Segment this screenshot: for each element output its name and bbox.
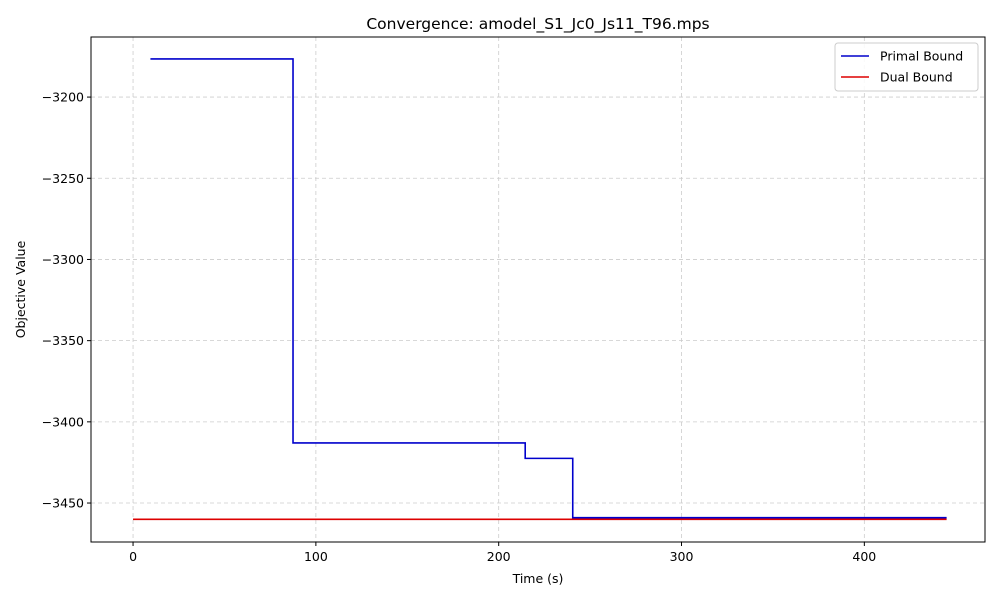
legend: Primal Bound Dual Bound xyxy=(834,42,979,92)
chart-title: Convergence: amodel_S1_Jc0_Js11_T96.mps xyxy=(366,15,709,34)
y-tick-label: −3450 xyxy=(42,496,84,511)
series-layer xyxy=(133,58,947,521)
x-tick-label: 400 xyxy=(852,549,876,564)
y-tick-label: −3400 xyxy=(42,414,84,429)
y-tick-label: −3300 xyxy=(42,252,84,267)
y-tick-label: −3250 xyxy=(42,171,84,186)
x-axis-label: Time (s) xyxy=(512,571,564,586)
legend-box xyxy=(834,42,979,92)
y-axis-label: Objective Value xyxy=(13,240,28,338)
x-tick-label: 100 xyxy=(304,549,328,564)
series-line-primal-bound xyxy=(150,58,947,519)
grid-lines xyxy=(91,37,985,542)
legend-label: Primal Bound xyxy=(880,49,963,64)
x-tick-label: 300 xyxy=(670,549,694,564)
plot-frame xyxy=(90,36,986,543)
y-tick-label: −3200 xyxy=(42,90,84,105)
y-tick-label: −3350 xyxy=(42,333,84,348)
x-tick-label: 200 xyxy=(487,549,511,564)
x-axis: 0 100 200 300 400 xyxy=(129,542,876,564)
legend-label: Dual Bound xyxy=(880,70,953,85)
y-axis: −3200 −3250 −3300 −3350 −3400 −3450 xyxy=(42,90,91,511)
x-tick-label: 0 xyxy=(129,549,137,564)
